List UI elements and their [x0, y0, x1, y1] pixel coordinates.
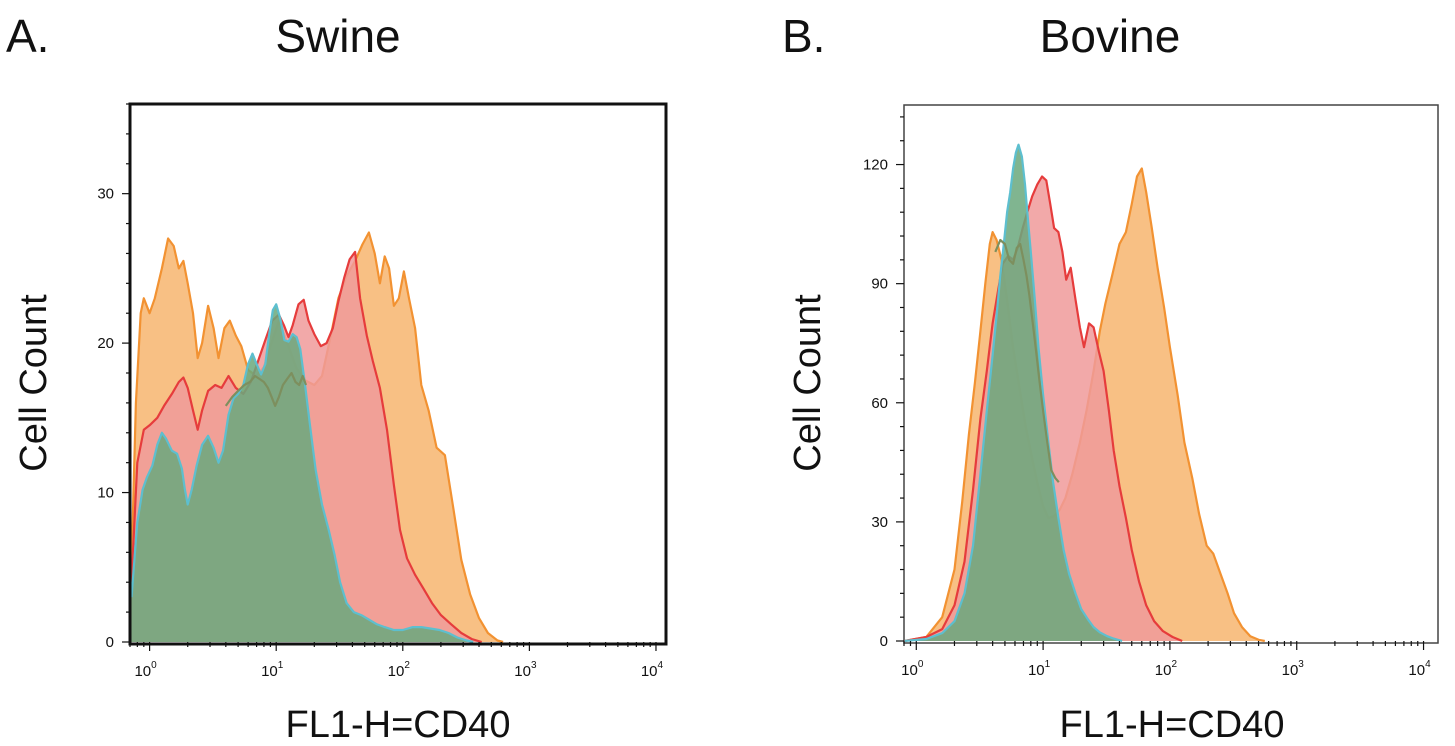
panel-b-y-tick-label: 60	[871, 395, 888, 412]
panel-b-series-2-line	[905, 143, 1123, 642]
panel-b-letter: B.	[782, 10, 825, 62]
panel-a-ylabel: Cell Count	[13, 294, 55, 472]
panel-b-ticks: 0 30 60 90 120 100 101 102 103 104	[863, 116, 1431, 679]
panel-b-title: Bovine	[1040, 10, 1181, 62]
panel-a-series-2-line	[131, 303, 474, 643]
panel-b-x-tick-label: 103	[1282, 659, 1305, 679]
panel-b-y-tick-label: 120	[863, 157, 888, 174]
panel-a-x-tick-label: 100	[134, 660, 157, 680]
panel-b: B. Bovine Cell Count FL1-H=CD40 0 30 60 90 1…	[782, 10, 1439, 746]
panel-b-ylabel: Cell Count	[787, 294, 829, 472]
panel-a: A. Swine Cell Count FL1-H=CD40 0 10 20 30 10…	[6, 10, 668, 746]
panel-b-x-tick-label: 104	[1408, 659, 1431, 679]
panel-b-y-tick-label: 90	[871, 276, 888, 293]
panel-a-series-3-line	[224, 371, 308, 407]
panel-a-x-tick-label: 104	[641, 660, 664, 680]
panel-b-series-3-line	[994, 238, 1060, 483]
panel-b-x-tick-label: 102	[1155, 659, 1178, 679]
panel-a-x-tick-label: 102	[388, 660, 411, 680]
panel-a-x-tick-label: 101	[261, 660, 284, 680]
panel-b-x-tick-label: 100	[901, 659, 924, 679]
panel-b-frame	[903, 104, 1439, 644]
panel-a-ticks: 0 10 20 30 100 101 102 103 104	[97, 103, 664, 680]
panel-a-plot-area	[131, 231, 504, 643]
panel-b-xlabel: FL1-H=CD40	[1060, 704, 1285, 746]
panel-a-frame	[128, 102, 668, 646]
panel-a-xlabel: FL1-H=CD40	[286, 704, 511, 746]
panel-a-y-tick-label: 30	[97, 186, 114, 203]
panel-a-series-2-area	[131, 304, 474, 642]
panel-b-series-1-line	[905, 175, 1183, 642]
panel-b-x-tick-label: 101	[1028, 659, 1051, 679]
panel-b-y-tick-label: 30	[871, 514, 888, 531]
panel-b-plot-area	[905, 143, 1266, 642]
panel-a-x-tick-label: 103	[514, 660, 537, 680]
panel-a-y-tick-label: 10	[97, 485, 114, 502]
panel-a-y-tick-label: 20	[97, 335, 114, 352]
panel-a-letter: A.	[6, 10, 49, 62]
panel-a-y-tick-label: 0	[106, 634, 114, 651]
panel-a-series-1-line	[131, 250, 483, 643]
panel-b-series-2-area	[905, 144, 1123, 641]
panel-b-y-tick-label: 0	[880, 633, 888, 650]
panel-a-title: Swine	[275, 10, 400, 62]
